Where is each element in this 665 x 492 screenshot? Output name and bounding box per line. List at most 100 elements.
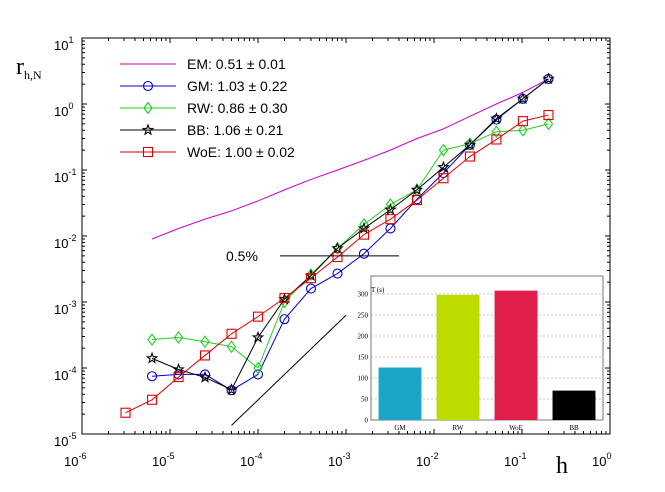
- y-tick-base: 10: [54, 236, 68, 251]
- data-point-bb: [251, 330, 265, 343]
- legend-item-bb: BB: 1.06 ± 0.21: [120, 122, 284, 138]
- x-tick-base: 10: [240, 454, 254, 469]
- x-tick-label: 10-5: [152, 451, 174, 469]
- data-point-rw: [491, 125, 502, 139]
- x-tick-label: 10-6: [64, 451, 86, 469]
- y-tick-label: 10-4: [54, 365, 76, 383]
- y-tick-exponent: 0: [68, 101, 73, 111]
- data-point-woe: [146, 394, 158, 405]
- y-tick-label: 10-3: [54, 299, 76, 317]
- y-tick-label: 101: [54, 35, 73, 53]
- data-point-woe: [411, 195, 422, 206]
- y-tick-label: 10-1: [54, 167, 76, 185]
- data-point-woe: [438, 173, 449, 184]
- data-point-rw: [200, 335, 210, 349]
- data-point-rw: [253, 361, 263, 375]
- inset-y-tick-label: 200: [358, 333, 369, 341]
- data-point-rw: [438, 143, 449, 157]
- data-point-woe: [305, 273, 317, 284]
- legend-label: WoE: 1.00 ± 0.02: [187, 144, 295, 160]
- legend-label: BB: 1.06 ± 0.21: [187, 122, 284, 138]
- inset-y-tick-label: 0: [365, 417, 369, 425]
- x-tick-label: 10-2: [416, 451, 438, 469]
- y-tick-base: 10: [54, 104, 68, 119]
- y-tick-exponent: -5: [68, 431, 76, 441]
- x-tick-label: 10-4: [240, 451, 262, 469]
- inset-bar-woe: [494, 290, 538, 420]
- x-tick-label: 10-1: [504, 451, 526, 469]
- series-line-bb: [151, 78, 549, 391]
- y-tick-label: 10-2: [54, 233, 76, 251]
- reference-line-label: 0.5%: [226, 248, 258, 264]
- legend-label: RW: 0.86 ± 0.30: [187, 100, 288, 116]
- inset-y-tick-label: 250: [358, 312, 369, 320]
- legend-item-em: EM: 0.51 ± 0.01: [120, 56, 286, 72]
- data-point-gm: [279, 314, 290, 325]
- y-axis-label-subscript: h,N: [24, 68, 42, 82]
- inset-x-tick-label: GM: [394, 424, 406, 432]
- inset-grid: 0 50 100 150 200 250 300: [358, 291, 603, 425]
- data-point-bb: [331, 241, 344, 254]
- inset-x-tick-label: RW: [453, 424, 464, 432]
- data-point-woe: [464, 151, 475, 162]
- legend-swatch-marker: [141, 123, 155, 136]
- y-tick-base: 10: [54, 38, 68, 53]
- x-tick-base: 10: [592, 454, 606, 469]
- data-point-rw: [518, 123, 528, 137]
- data-point-bb: [516, 92, 530, 105]
- y-tick-label: 100: [54, 101, 73, 119]
- data-point-woe: [543, 110, 554, 121]
- x-tick-exponent: -2: [430, 451, 438, 461]
- data-point-woe: [358, 229, 370, 240]
- x-tick-exponent: -4: [254, 451, 262, 461]
- x-tick-label: 10-3: [328, 451, 350, 469]
- data-point-bb: [410, 183, 424, 196]
- legend-item-gm: GM: 1.03 ± 0.22: [120, 78, 288, 94]
- data-point-rw: [147, 333, 157, 346]
- x-tick-exponent: 0: [606, 451, 611, 461]
- x-tick-exponent: -5: [166, 451, 174, 461]
- inset-y-tick-label: 100: [358, 375, 369, 383]
- inset-bar-gm: [378, 367, 422, 420]
- y-tick-base: 10: [54, 368, 68, 383]
- data-point-gm: [332, 268, 343, 279]
- series-line-woe: [125, 114, 549, 414]
- data-point-rw: [543, 117, 554, 131]
- x-axis-label: h: [556, 453, 568, 479]
- legend-swatch-marker: [142, 146, 154, 158]
- inset-bars: GM RW WoE BB: [378, 290, 596, 432]
- data-point-bb: [490, 112, 503, 124]
- data-point-bb: [198, 370, 212, 383]
- inset-y-tick-label: 150: [358, 354, 369, 362]
- data-point-gm: [305, 283, 317, 294]
- y-tick-exponent: -2: [68, 233, 76, 243]
- main-series-lines: [120, 72, 555, 418]
- x-tick-exponent: -3: [342, 451, 350, 461]
- slope-reference-line: [231, 314, 347, 426]
- reference-line-group: 0.5%: [226, 248, 399, 426]
- inset-x-tick-label: BB: [569, 424, 579, 432]
- data-point-bb: [145, 351, 159, 364]
- series-line-em: [151, 78, 549, 240]
- legend-swatch-marker: [142, 80, 154, 92]
- data-point-bb: [384, 203, 397, 216]
- data-point-bb: [463, 138, 477, 151]
- data-point-gm: [252, 369, 264, 380]
- data-point-woe: [252, 311, 264, 322]
- data-point-bb: [225, 383, 238, 395]
- inset-y-tick-label: 50: [361, 396, 369, 404]
- y-tick-label: 10-5: [54, 431, 76, 449]
- x-tick-base: 10: [504, 454, 518, 469]
- data-point-woe: [226, 328, 237, 339]
- data-point-woe: [173, 371, 184, 383]
- data-point-woe: [332, 251, 343, 263]
- x-tick-label: 100: [592, 451, 611, 469]
- inset-x-tick-label: WoE: [509, 424, 523, 432]
- data-point-woe: [517, 116, 528, 127]
- y-tick-base: 10: [54, 170, 68, 185]
- data-point-woe: [199, 350, 211, 361]
- series-bb: [145, 72, 555, 395]
- data-point-woe: [120, 407, 131, 418]
- inset-y-axis-label: T (s): [371, 286, 385, 294]
- y-tick-exponent: -4: [68, 365, 76, 375]
